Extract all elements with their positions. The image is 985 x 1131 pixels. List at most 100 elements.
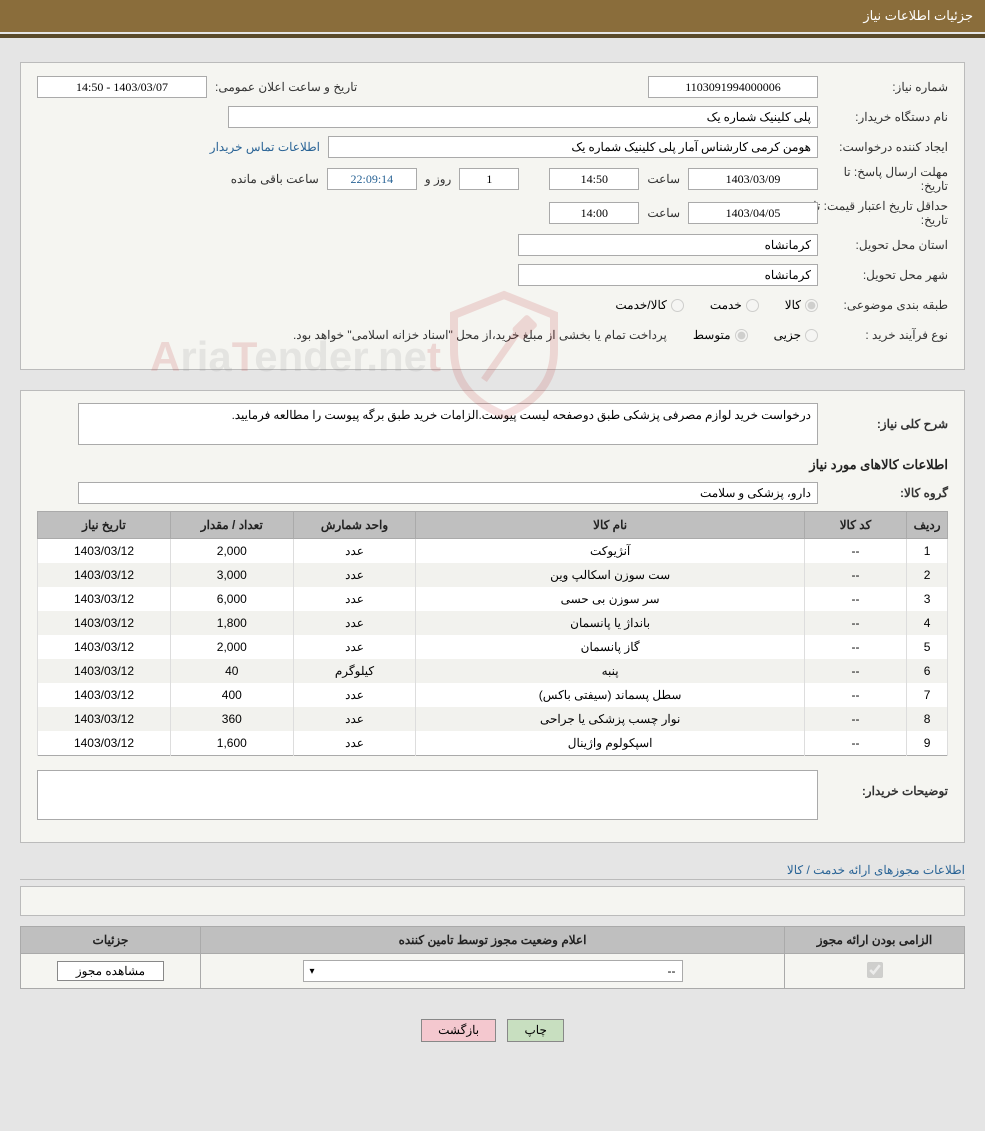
need-number-label: شماره نیاز: (818, 80, 948, 94)
table-cell-date: 1403/03/12 (38, 635, 171, 659)
table-row: 3--سر سوزن بی حسیعدد6,0001403/03/12 (38, 587, 948, 611)
countdown-input[interactable] (327, 168, 417, 190)
goods-section-title: اطلاعات کالاهای مورد نیاز (37, 457, 948, 473)
th-unit: واحد شمارش (293, 512, 416, 539)
table-row: 2--ست سوزن اسکالپ وینعدد3,0001403/03/12 (38, 563, 948, 587)
delivery-city-label: شهر محل تحویل: (818, 268, 948, 282)
table-row: 5--گاز پانسمانعدد2,0001403/03/12 (38, 635, 948, 659)
table-cell-unit: عدد (293, 683, 416, 707)
table-cell-code: -- (804, 683, 906, 707)
description-label: شرح کلی نیاز: (818, 417, 948, 431)
table-cell-name: بانداژ یا پانسمان (416, 611, 805, 635)
table-cell-qty: 2,000 (170, 635, 293, 659)
table-cell-row: 9 (907, 731, 948, 756)
table-cell-row: 2 (907, 563, 948, 587)
license-select-value: -- (668, 964, 676, 978)
table-cell-name: آنژیوکت (416, 539, 805, 564)
table-cell-date: 1403/03/12 (38, 707, 171, 731)
table-cell-code: -- (804, 563, 906, 587)
buyer-contact-link[interactable]: اطلاعات تماس خریدار (210, 140, 328, 154)
table-cell-qty: 2,000 (170, 539, 293, 564)
page-title: جزئیات اطلاعات نیاز (863, 8, 973, 23)
th-date: تاریخ نیاز (38, 512, 171, 539)
purchase-type-small[interactable]: جزیی (774, 328, 818, 342)
table-cell-name: ست سوزن اسکالپ وین (416, 563, 805, 587)
remaining-label: ساعت باقی مانده (223, 172, 327, 186)
table-row: 9--اسپکولوم واژینالعدد1,6001403/03/12 (38, 731, 948, 756)
description-textarea[interactable]: درخواست خرید لوازم مصرفی پزشکی طبق دوصفح… (78, 403, 818, 445)
table-cell-unit: عدد (293, 563, 416, 587)
delivery-city-input[interactable] (518, 264, 818, 286)
payment-note: پرداخت تمام یا بخشی از مبلغ خرید،از محل … (293, 328, 673, 342)
table-cell-date: 1403/03/12 (38, 611, 171, 635)
table-row: 4--بانداژ یا پانسمانعدد1,8001403/03/12 (38, 611, 948, 635)
table-cell-name: سطل پسماند (سیفتی باکس) (416, 683, 805, 707)
buyer-notes-textarea[interactable] (37, 770, 818, 820)
category-radio-group: کالا خدمت کالا/خدمت (595, 298, 818, 312)
buyer-org-label: نام دستگاه خریدار: (818, 110, 948, 124)
hour-label-2: ساعت (639, 206, 688, 220)
validity-time-input[interactable] (549, 202, 639, 224)
table-cell-row: 8 (907, 707, 948, 731)
header-divider (0, 34, 985, 38)
th-name: نام کالا (416, 512, 805, 539)
purchase-type-medium[interactable]: متوسط (693, 328, 748, 342)
table-cell-name: گاز پانسمان (416, 635, 805, 659)
view-license-button[interactable]: مشاهده مجوز (57, 961, 164, 981)
need-number-input[interactable] (648, 76, 818, 98)
requester-input[interactable] (328, 136, 818, 158)
table-row: 6--پنبهکیلوگرم401403/03/12 (38, 659, 948, 683)
details-panel: شماره نیاز: تاریخ و ساعت اعلان عمومی: نا… (20, 62, 965, 370)
delivery-province-input[interactable] (518, 234, 818, 256)
table-cell-qty: 1,800 (170, 611, 293, 635)
lic-th-status: اعلام وضعیت مجوز توسط تامین کننده (201, 927, 785, 954)
table-cell-qty: 400 (170, 683, 293, 707)
table-cell-qty: 40 (170, 659, 293, 683)
purchase-type-radio-group: جزیی متوسط (673, 328, 818, 342)
buyer-notes-label: توضیحات خریدار: (818, 770, 948, 798)
goods-group-input[interactable] (78, 482, 818, 504)
table-cell-date: 1403/03/12 (38, 683, 171, 707)
category-goods[interactable]: کالا (785, 298, 818, 312)
table-cell-row: 4 (907, 611, 948, 635)
license-empty-box (20, 886, 965, 916)
buyer-org-input[interactable] (228, 106, 818, 128)
category-label: طبقه بندی موضوعی: (818, 298, 948, 312)
days-and-label: روز و (417, 172, 460, 186)
license-table: الزامی بودن ارائه مجوز اعلام وضعیت مجوز … (20, 926, 965, 989)
deadline-date-input[interactable] (688, 168, 818, 190)
license-status-select[interactable]: -- ▾ (303, 960, 683, 982)
th-code: کد کالا (804, 512, 906, 539)
deadline-time-input[interactable] (549, 168, 639, 190)
license-section: اطلاعات مجوزهای ارائه خدمت / کالا الزامی… (20, 863, 965, 989)
table-row: 1--آنژیوکتعدد2,0001403/03/12 (38, 539, 948, 564)
category-goods-service[interactable]: کالا/خدمت (615, 298, 683, 312)
table-row: 8--نوار چسب پزشکی یا جراحیعدد3601403/03/… (38, 707, 948, 731)
table-row: 7--سطل پسماند (سیفتی باکس)عدد4001403/03/… (38, 683, 948, 707)
table-cell-unit: عدد (293, 635, 416, 659)
deadline-label: مهلت ارسال پاسخ: تا تاریخ: (818, 165, 948, 193)
table-cell-date: 1403/03/12 (38, 731, 171, 756)
table-cell-date: 1403/03/12 (38, 563, 171, 587)
table-cell-unit: عدد (293, 707, 416, 731)
table-cell-name: اسپکولوم واژینال (416, 731, 805, 756)
chevron-down-icon: ▾ (310, 966, 315, 977)
delivery-province-label: استان محل تحویل: (818, 238, 948, 252)
th-qty: تعداد / مقدار (170, 512, 293, 539)
license-required-checkbox[interactable] (867, 962, 883, 978)
days-remaining-input[interactable] (459, 168, 519, 190)
back-button[interactable]: بازگشت (421, 1019, 496, 1042)
validity-date-input[interactable] (688, 202, 818, 224)
page-header: جزئیات اطلاعات نیاز (0, 0, 985, 32)
announce-datetime-input[interactable] (37, 76, 207, 98)
th-row: ردیف (907, 512, 948, 539)
table-cell-row: 3 (907, 587, 948, 611)
print-button[interactable]: چاپ (507, 1019, 563, 1042)
category-service[interactable]: خدمت (710, 298, 759, 312)
license-section-title: اطلاعات مجوزهای ارائه خدمت / کالا (20, 863, 965, 880)
table-cell-qty: 1,600 (170, 731, 293, 756)
requester-label: ایجاد کننده درخواست: (818, 140, 948, 154)
table-cell-code: -- (804, 659, 906, 683)
button-bar: چاپ بازگشت (0, 1009, 985, 1072)
table-cell-row: 5 (907, 635, 948, 659)
